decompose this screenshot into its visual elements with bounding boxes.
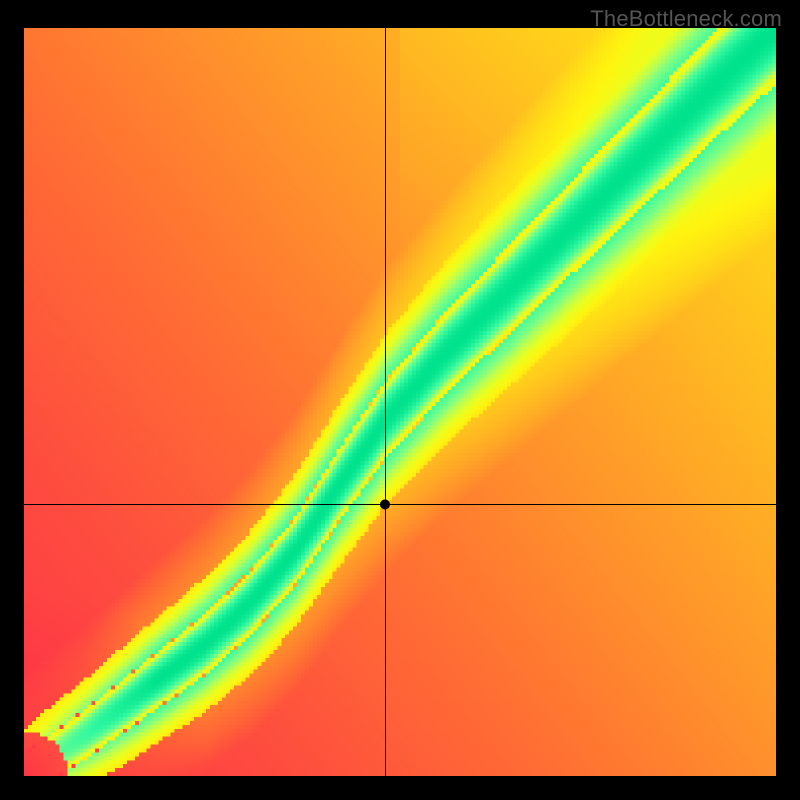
chart-container: TheBottleneck.com xyxy=(0,0,800,800)
crosshair-overlay xyxy=(24,28,776,776)
watermark-text: TheBottleneck.com xyxy=(590,6,782,32)
